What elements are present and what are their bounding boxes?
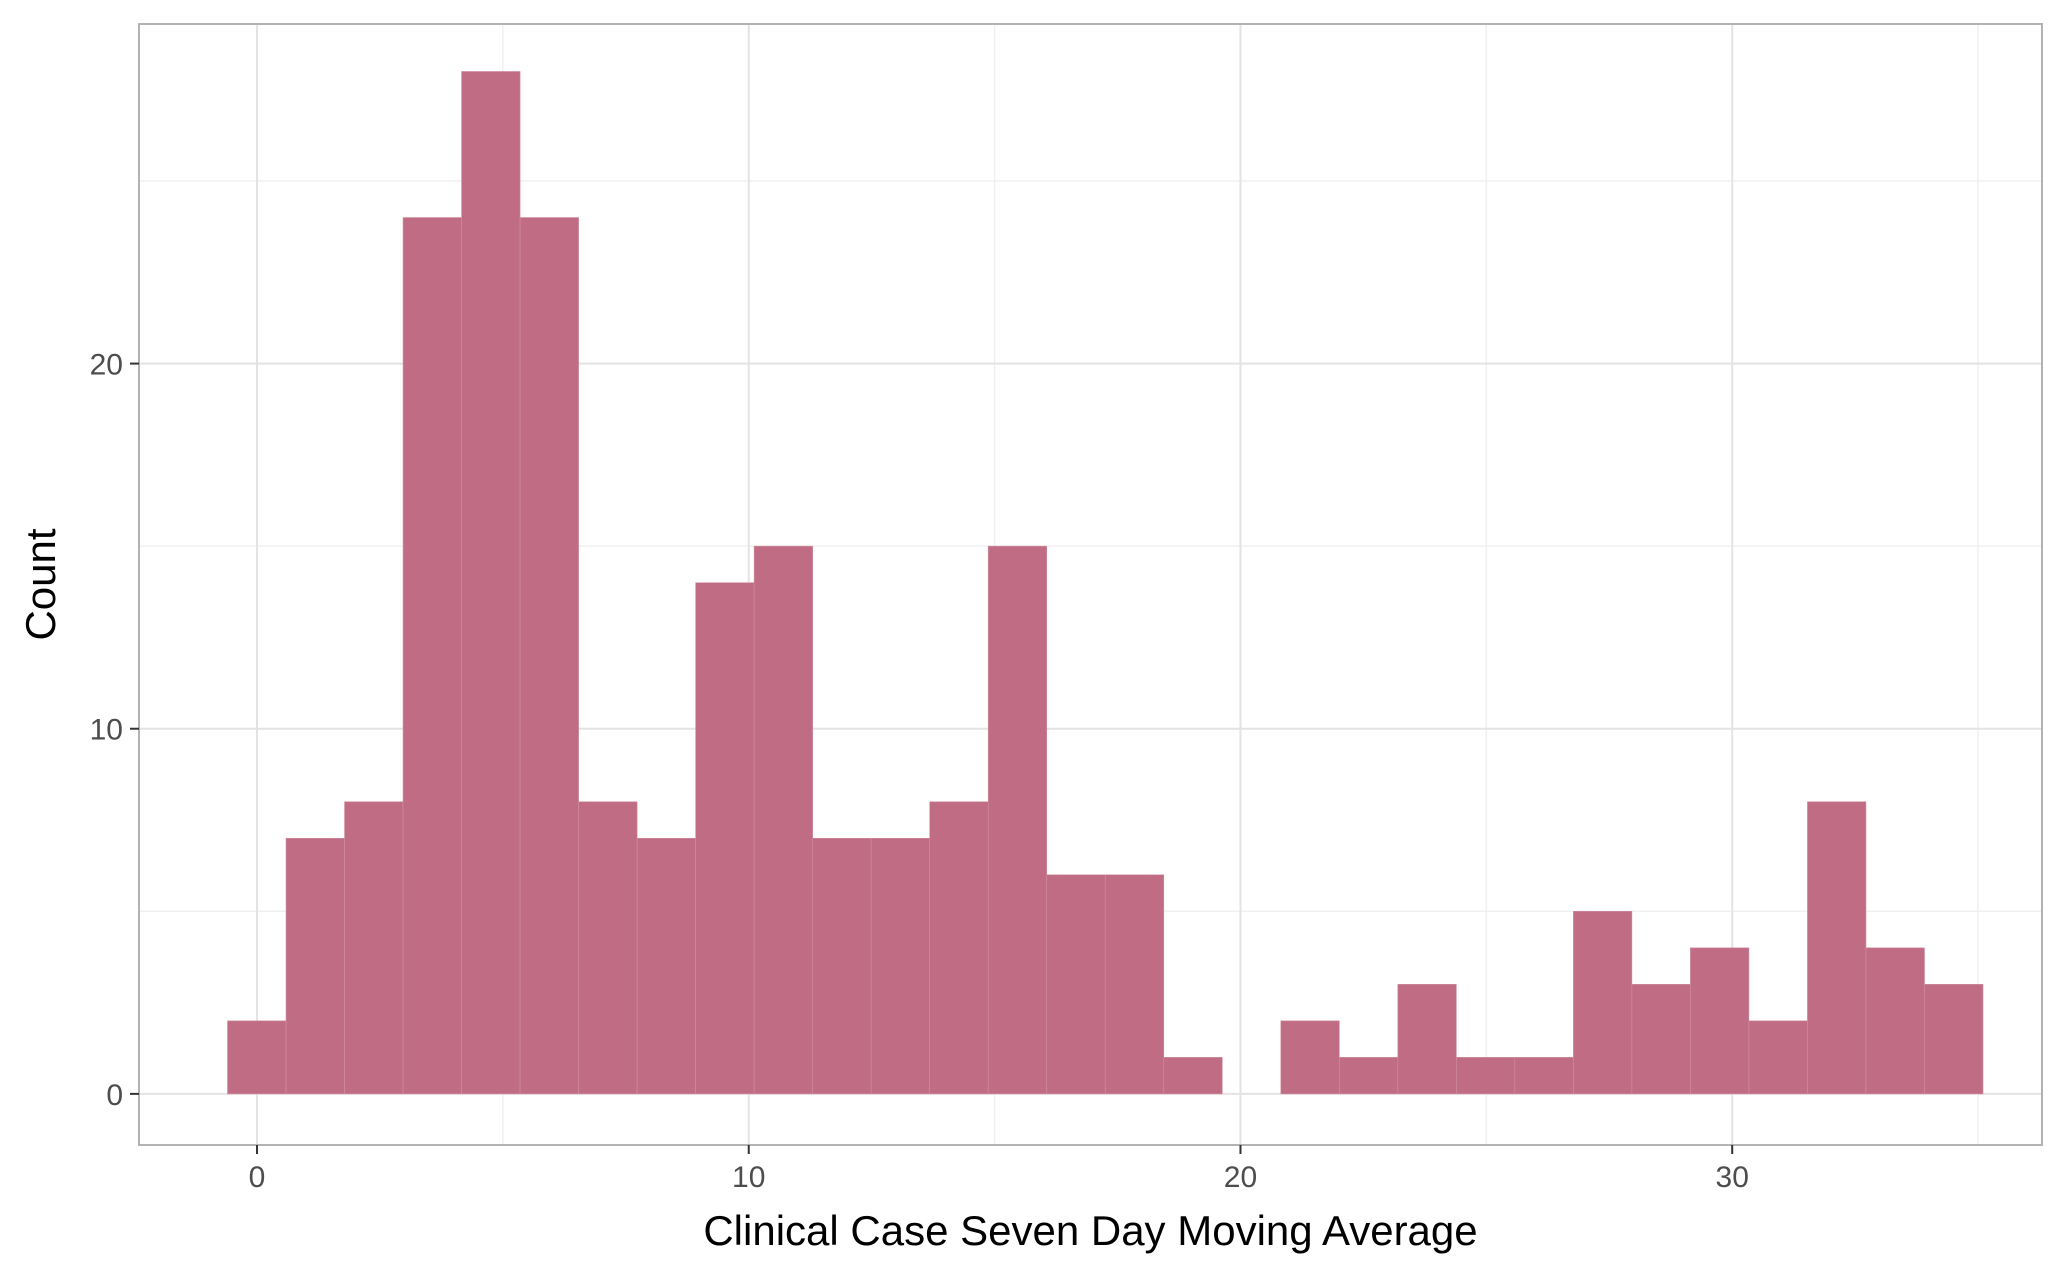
histogram-bar: [1046, 874, 1106, 1095]
histogram-bar: [344, 801, 404, 1095]
x-tick-label: 0: [249, 1161, 266, 1194]
x-tick-label: 30: [1716, 1161, 1749, 1194]
histogram-bar: [461, 71, 521, 1095]
histogram-bar: [987, 545, 1048, 1095]
histogram-bar: [1339, 1057, 1399, 1095]
histogram-bar: [1631, 984, 1691, 1095]
histogram-bar: [695, 582, 755, 1095]
histogram-bar: [1104, 874, 1165, 1095]
histogram-bar: [1280, 1020, 1340, 1095]
histogram-bar: [1514, 1057, 1574, 1095]
x-axis-ticks: 0 10 20 30: [249, 1145, 1749, 1194]
x-tick-label: 10: [732, 1161, 765, 1194]
x-tick-label: 20: [1224, 1161, 1257, 1194]
histogram-bar: [1807, 801, 1867, 1095]
histogram-bar: [929, 801, 989, 1095]
y-tick-label: 20: [90, 349, 123, 382]
y-axis-ticks: 0 10 20: [90, 349, 139, 1112]
histogram-bar: [1163, 1057, 1223, 1095]
histogram-bar: [1748, 1020, 1808, 1095]
y-tick-label: 10: [90, 714, 123, 747]
histogram-bar: [870, 837, 931, 1095]
histogram-bar: [1690, 947, 1750, 1095]
histogram-bar: [285, 837, 345, 1095]
histogram-bars: [227, 71, 1984, 1095]
histogram-bar: [227, 1020, 287, 1095]
x-axis-title: Clinical Case Seven Day Moving Average: [703, 1207, 1477, 1254]
histogram-bar: [812, 837, 872, 1095]
histogram-bar: [1397, 984, 1457, 1095]
histogram-bar: [1865, 947, 1925, 1095]
panel-border: [138, 23, 2043, 1146]
y-axis-title: Count: [17, 528, 64, 640]
histogram-bar: [636, 837, 696, 1095]
histogram-bar: [1573, 911, 1633, 1095]
histogram-bar: [1456, 1057, 1516, 1095]
histogram-bar: [402, 217, 462, 1095]
histogram-bar: [578, 801, 638, 1095]
histogram-bar: [1924, 984, 1984, 1095]
y-tick-label: 0: [106, 1079, 123, 1112]
histogram-bar: [519, 217, 579, 1095]
histogram-bar: [753, 545, 813, 1095]
